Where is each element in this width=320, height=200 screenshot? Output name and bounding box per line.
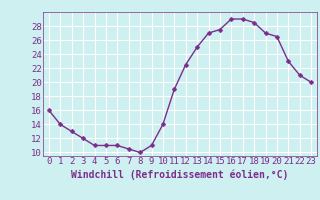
X-axis label: Windchill (Refroidissement éolien,°C): Windchill (Refroidissement éolien,°C) [71, 169, 289, 180]
